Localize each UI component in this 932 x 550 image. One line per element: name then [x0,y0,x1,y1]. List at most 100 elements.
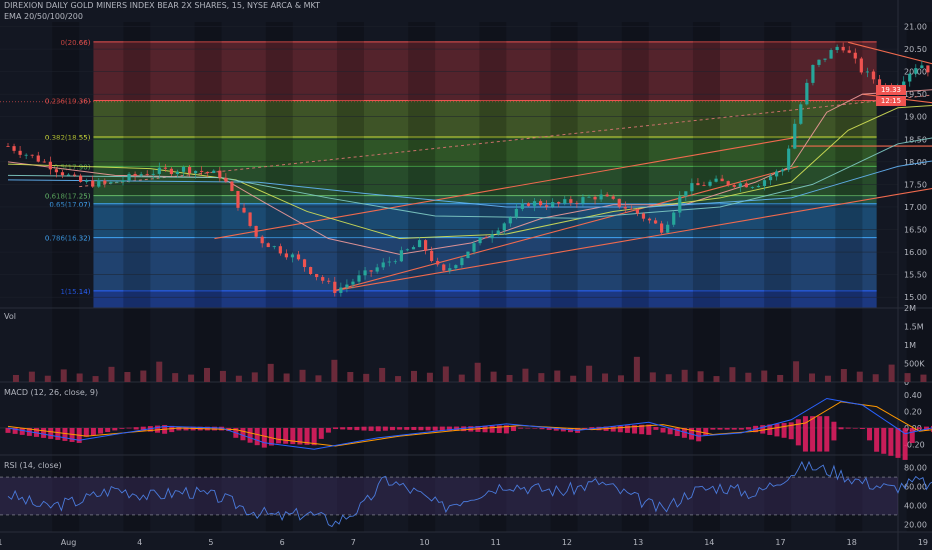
macd-histogram-bar [617,425,623,433]
price-axis-tick: 19.00 [904,113,927,122]
macd-histogram-bar [525,427,531,429]
candle-body [902,81,906,87]
macd-histogram-bar [325,427,331,433]
macd-histogram-bar [788,422,794,440]
macd-histogram-bar [375,426,381,432]
time-axis-tick: 5 [208,538,213,547]
volume-bar [283,373,290,382]
ema-line [7,105,932,240]
candle-body [218,170,222,178]
ema-line [7,89,932,255]
ema-legend-label[interactable]: EMA 20/50/100/200 [4,12,83,21]
macd-histogram-bar [432,426,438,431]
macd-histogram-bar [731,427,737,430]
macd-histogram-bar [916,427,922,430]
volume-bar [92,376,99,382]
macd-histogram-bar [774,423,780,437]
macd-histogram-bar [859,427,865,429]
macd-histogram-bar [824,416,830,452]
volume-bar [490,371,497,382]
macd-histogram-bar [539,427,545,430]
candle-body [908,73,912,82]
rsi-band [0,477,898,515]
candle-body [865,71,869,73]
macd-histogram-bar [62,427,68,441]
candle-body [647,218,652,221]
candle-body [641,213,646,219]
volume-bar [649,372,656,382]
macd-histogram-bar [354,426,360,431]
session-shade [479,22,507,532]
session-shade [764,22,792,532]
candle-body [714,178,718,182]
macd-histogram-bar [496,425,502,434]
candle-body [599,194,603,200]
candle-body [351,281,355,285]
candle-body [12,146,16,151]
candle-body [42,161,46,163]
macd-histogram-bar [653,427,659,430]
macd-histogram-bar [361,426,367,431]
volume-bar [124,372,131,382]
candle-body [484,237,488,239]
macd-histogram-bar [802,416,808,452]
candle-body [54,169,59,173]
candle-body [423,240,428,251]
volume-bar [681,369,688,382]
fib-zone [93,237,877,291]
macd-histogram-bar [717,427,723,430]
candle-body [841,46,845,51]
candle-body [762,180,767,186]
macd-histogram-bar [98,427,104,434]
candle-body [478,237,482,244]
price-axis-tick: 19.50 [904,90,927,99]
rsi-pane-label[interactable]: RSI (14, close) [4,461,62,470]
candle-body [660,223,664,233]
macd-histogram-bar [48,427,54,439]
candle-body [593,196,597,200]
macd-histogram-bar [219,426,225,431]
macd-histogram-bar [5,427,11,433]
volume-bar [267,363,274,382]
macd-histogram-bar [518,427,524,429]
candle-body [309,267,313,275]
volume-pane-label[interactable]: Vol [4,312,16,321]
macd-histogram-bar [247,427,253,443]
candle-body [175,171,180,175]
fib-level-label: 0.786(16.32) [45,235,91,243]
candle-body [266,243,270,248]
volume-bar [729,367,736,382]
rsi-axis-tick: 80.00 [904,464,927,473]
macd-histogram-bar [810,416,816,452]
candle-body [587,196,591,198]
candle-body [708,181,712,186]
candle-body [793,123,797,149]
candle-body [835,46,839,51]
macd-histogram-bar [831,421,837,441]
macd-axis-tick: 0.40 [904,391,922,400]
volume-bar [777,374,784,382]
volume-bar [570,375,577,382]
pattern-line [335,187,932,291]
candle-body [920,65,924,69]
last-price-tag: 19.33 [876,85,906,95]
volume-bar [331,359,338,382]
volume-bar [824,375,831,382]
macd-histogram-bar [724,427,730,430]
time-axis-tick: 11 [491,538,501,547]
macd-histogram-bar [674,427,680,437]
volume-bar [745,372,752,382]
macd-pane-label[interactable]: MACD (12, 26, close, 9) [4,388,99,397]
candle-body [363,270,367,276]
volume-bar [28,371,35,382]
macd-histogram-bar [340,427,346,430]
macd-histogram-bar [710,427,716,430]
volume-bar [840,369,847,382]
volume-bar [363,373,370,382]
session-shade [692,22,720,532]
candle-body [448,268,452,271]
session-shade [123,22,151,532]
macd-histogram-bar [261,427,267,448]
macd-histogram-bar [489,425,495,433]
